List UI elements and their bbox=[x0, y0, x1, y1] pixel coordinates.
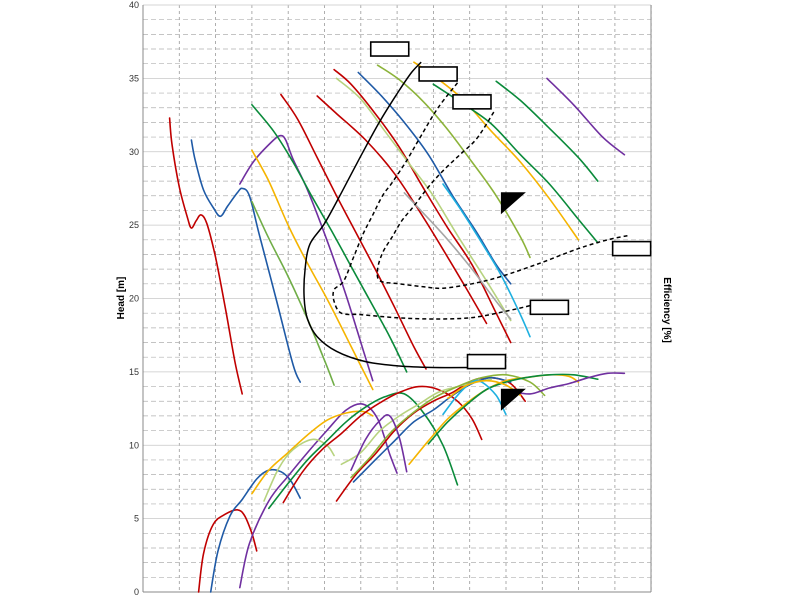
head-curve bbox=[333, 68, 512, 344]
pointer-arrow bbox=[500, 192, 526, 215]
head-curve bbox=[442, 183, 531, 338]
head-curve bbox=[251, 200, 335, 386]
head-curve bbox=[335, 77, 512, 322]
head-curve bbox=[251, 104, 408, 373]
efficiency-curve bbox=[350, 414, 408, 473]
efficiency-curve bbox=[197, 508, 258, 593]
y-axis: 0 5 10 15 20 25 30 35 40 bbox=[129, 0, 139, 597]
envelope-solid-line bbox=[303, 61, 482, 369]
efficiency-curve bbox=[268, 392, 459, 510]
pointer-arrow bbox=[500, 388, 526, 411]
efficiency-curve bbox=[442, 379, 507, 416]
efficiency-curve bbox=[350, 373, 546, 479]
y-tick-label: 35 bbox=[129, 73, 139, 83]
efficiency-curve bbox=[427, 373, 599, 445]
label-box bbox=[611, 240, 652, 257]
efficiency-curve bbox=[352, 376, 512, 483]
y-tick-label: 0 bbox=[134, 587, 139, 597]
y-axis-title: Head [m] bbox=[116, 277, 127, 320]
envelope-dashed-inner-line bbox=[376, 111, 630, 290]
head-curve bbox=[546, 77, 626, 156]
head-curve bbox=[168, 117, 243, 395]
y-tick-label: 5 bbox=[134, 514, 139, 524]
efficiency-curve bbox=[340, 378, 493, 466]
head-curve bbox=[495, 80, 599, 182]
head-curve bbox=[190, 139, 301, 383]
head-curve bbox=[280, 93, 427, 370]
efficiency-curve bbox=[282, 385, 483, 504]
label-box bbox=[452, 94, 492, 110]
secondary-y-axis-title: Efficiency [%] bbox=[661, 277, 672, 343]
efficiency-curve bbox=[263, 438, 335, 502]
head-curve bbox=[251, 149, 374, 391]
label-box bbox=[418, 66, 458, 82]
envelope-dashed-outer-line bbox=[332, 82, 536, 320]
y-tick-label: 15 bbox=[129, 367, 139, 377]
y-tick-label: 30 bbox=[129, 147, 139, 157]
head-curve bbox=[316, 95, 488, 325]
y-tick-label: 40 bbox=[129, 0, 139, 10]
y-tick-label: 25 bbox=[129, 220, 139, 230]
label-box bbox=[369, 41, 410, 57]
head-curve bbox=[403, 192, 512, 320]
efficiency-curve bbox=[239, 403, 398, 589]
label-box bbox=[529, 299, 570, 316]
head-curve bbox=[376, 64, 531, 259]
efficiency-curves bbox=[197, 372, 626, 593]
head-curve bbox=[239, 134, 374, 382]
y-tick-label: 10 bbox=[129, 440, 139, 450]
y-tick-label: 20 bbox=[129, 294, 139, 304]
efficiency-curve bbox=[509, 372, 626, 395]
operating-envelopes bbox=[303, 61, 630, 369]
efficiency-curve bbox=[447, 379, 522, 400]
annotations bbox=[369, 41, 652, 411]
gridlines bbox=[142, 4, 652, 593]
efficiency-curve bbox=[251, 410, 374, 495]
label-box bbox=[466, 353, 507, 370]
